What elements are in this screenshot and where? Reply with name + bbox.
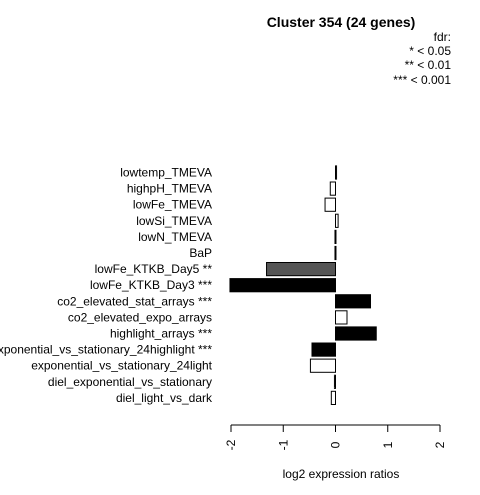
- bar-5: [334, 229, 337, 245]
- category-label-3: lowFe_TMEVA: [133, 198, 212, 212]
- category-label-15: diel_light_vs_dark: [116, 391, 213, 405]
- x-tick-label-1: -2: [224, 439, 238, 450]
- category-label-4: lowSi_TMEVA: [136, 214, 212, 228]
- bar-4: [335, 213, 339, 228]
- bar-6: [334, 245, 337, 261]
- x-tick-label-3: 0: [329, 441, 343, 448]
- x-tick-label-5: 2: [433, 441, 447, 448]
- category-label-13: exponential_vs_stationary_24light: [31, 359, 212, 373]
- bar-14: [333, 374, 336, 389]
- legend-entry-3: *** < 0.001: [393, 73, 451, 87]
- x-tick-label-2: -1: [276, 439, 290, 450]
- category-label-12: exponential_vs_stationary_24highlight **…: [0, 343, 212, 357]
- category-label-11: highlight_arrays ***: [110, 327, 212, 341]
- bar-8: [229, 278, 336, 293]
- chart-title: Cluster 354 (24 genes): [267, 14, 416, 30]
- bar-3: [324, 197, 336, 212]
- bar-9: [335, 294, 372, 309]
- category-label-14: diel_exponential_vs_stationary: [48, 375, 212, 389]
- category-label-7: lowFe_KTKB_Day5 **: [95, 262, 213, 276]
- bar-2: [329, 181, 336, 196]
- bar-13: [309, 358, 337, 373]
- x-axis: -2 -1 0 1 2: [224, 424, 447, 450]
- category-label-9: co2_elevated_stat_arrays ***: [57, 294, 212, 308]
- x-tick-label-4: 1: [381, 441, 395, 448]
- bar-10: [335, 310, 348, 325]
- category-label-10: co2_elevated_expo_arrays: [68, 310, 212, 324]
- bar-15: [330, 390, 337, 405]
- category-label-5: lowN_TMEVA: [138, 230, 212, 244]
- category-label-8: lowFe_KTKB_Day3 ***: [90, 278, 212, 292]
- bar-11: [335, 326, 377, 341]
- legend-title: fdr:: [434, 30, 451, 44]
- category-labels: lowtemp_TMEVA highpH_TMEVA lowFe_TMEVA lowS…: [0, 166, 213, 405]
- bar-1: [335, 165, 338, 180]
- legend-entry-1: * < 0.05: [409, 44, 451, 58]
- x-axis-label: log2 expression ratios: [283, 467, 400, 481]
- category-label-2: highpH_TMEVA: [127, 182, 212, 196]
- category-label-6: BaP: [189, 246, 212, 260]
- bars-group: [229, 165, 377, 405]
- bar-7: [266, 262, 336, 277]
- category-label-1: lowtemp_TMEVA: [120, 166, 212, 180]
- bar-12: [311, 342, 336, 357]
- legend-entry-2: ** < 0.01: [405, 58, 452, 72]
